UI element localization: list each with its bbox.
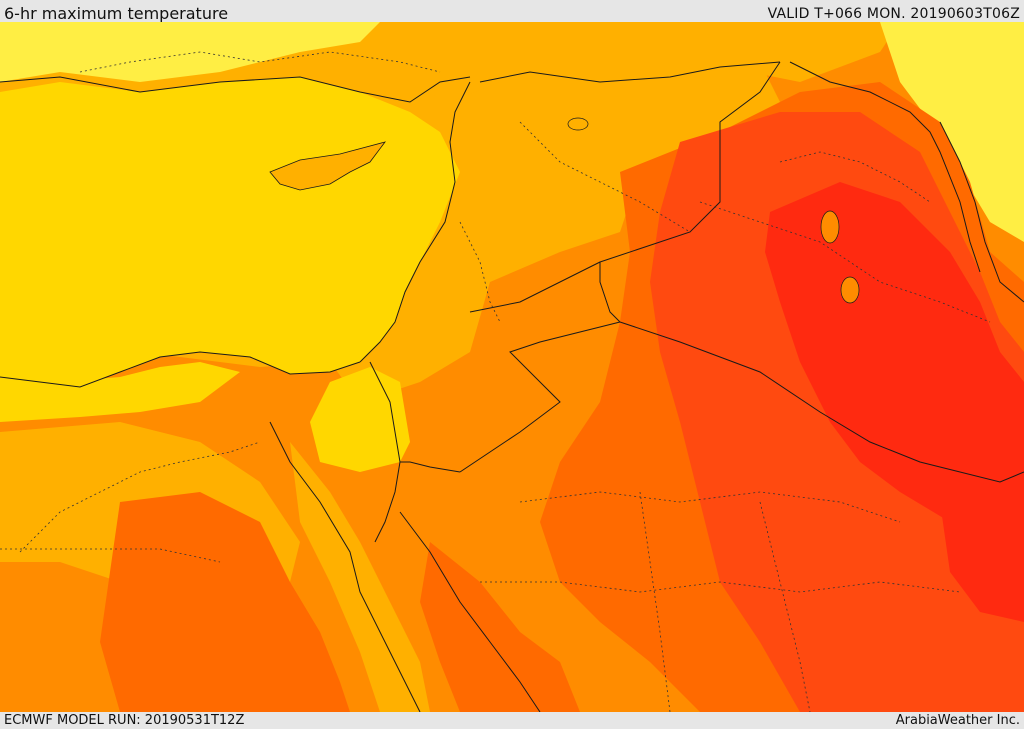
internal-egypt-2 bbox=[0, 548, 221, 563]
valid-time: VALID T+066 MON. 20190603T06Z bbox=[767, 6, 1020, 22]
red-south bbox=[940, 502, 1024, 622]
temperature-map[interactable] bbox=[0, 22, 1024, 712]
internal-levant bbox=[459, 221, 501, 323]
footer-bar: ECMWF MODEL RUN: 20190531T12Z ArabiaWeat… bbox=[0, 712, 1024, 729]
border-iraq-iran bbox=[789, 61, 981, 273]
lake-3 bbox=[567, 117, 589, 131]
internal-saudi-2 bbox=[480, 581, 961, 593]
border-jordan-iraq bbox=[459, 321, 621, 473]
map-title: 6-hr maximum temperature bbox=[4, 4, 229, 23]
pale-yellow-ne bbox=[880, 22, 1024, 242]
internal-syria bbox=[519, 121, 691, 233]
lake-1 bbox=[820, 210, 840, 244]
border-jordan-saudi bbox=[400, 461, 461, 473]
dark-orange-south bbox=[420, 542, 580, 712]
coast-turkey bbox=[0, 76, 471, 103]
internal-saudi-4 bbox=[759, 501, 811, 712]
border-turkey-syria bbox=[479, 61, 781, 83]
internal-saudi-1 bbox=[519, 491, 901, 523]
dark-orange-sw bbox=[100, 492, 350, 712]
cyprus bbox=[269, 141, 387, 191]
coast-egypt bbox=[0, 351, 361, 388]
border-iraq-saudi bbox=[619, 321, 1024, 483]
pale-yellow-north bbox=[0, 22, 380, 82]
internal-iraq-2 bbox=[699, 201, 991, 323]
yellow-sinai bbox=[310, 367, 410, 472]
lake-2 bbox=[840, 276, 860, 304]
internal-saudi-3 bbox=[639, 491, 671, 712]
red-core bbox=[765, 182, 1024, 582]
coast-gulf-suez bbox=[269, 421, 421, 712]
border-syria-iraq bbox=[599, 61, 781, 323]
coast-persian-gulf bbox=[939, 121, 1024, 303]
internal-egypt-1 bbox=[19, 441, 261, 553]
yellow-egypt bbox=[0, 362, 240, 422]
credit-label: ArabiaWeather Inc. bbox=[895, 713, 1020, 728]
coast-levant bbox=[359, 81, 471, 363]
coast-arabia-red bbox=[399, 511, 541, 712]
model-run-label: ECMWF MODEL RUN: 20190531T12Z bbox=[4, 713, 245, 728]
title-bar: 6-hr maximum temperature VALID T+066 MON… bbox=[0, 0, 1024, 23]
internal-turkey bbox=[79, 51, 441, 73]
border-egypt-israel bbox=[369, 361, 401, 463]
border-syria-jordan bbox=[469, 261, 601, 313]
coast-gulf-aqaba bbox=[374, 461, 401, 543]
